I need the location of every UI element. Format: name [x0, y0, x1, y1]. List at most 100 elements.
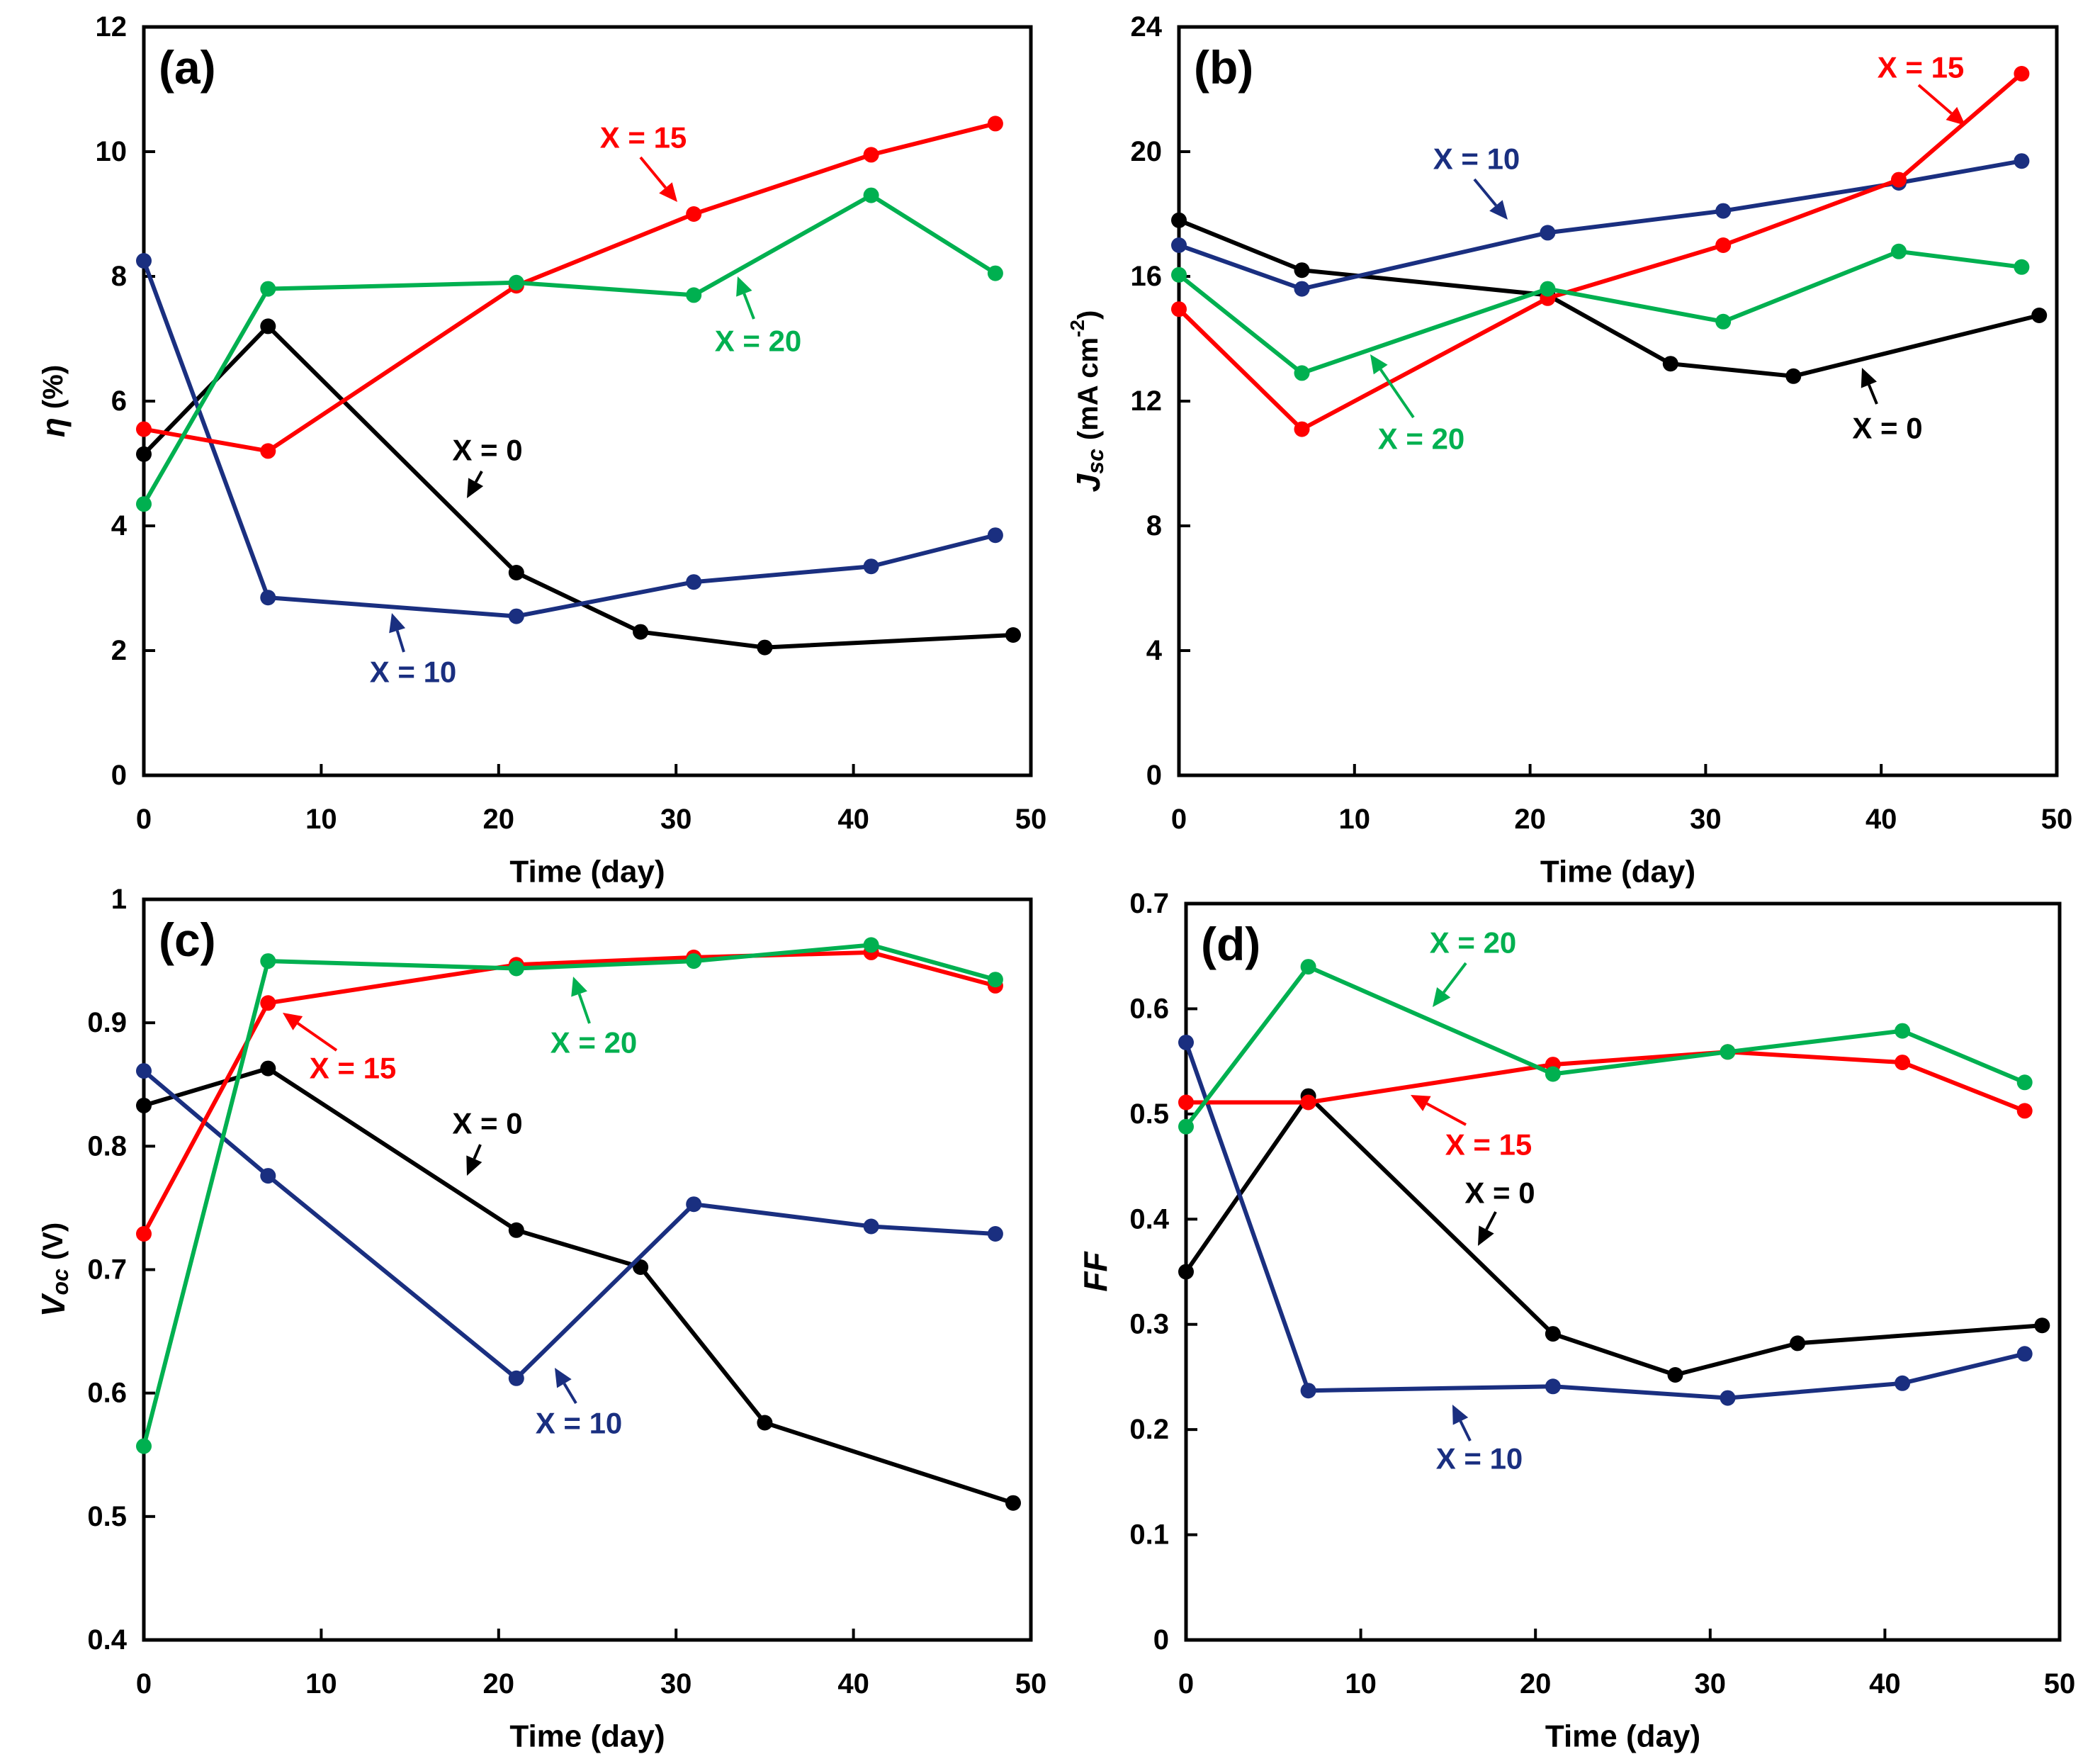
y-tick-label: 12 — [96, 11, 128, 43]
y-tick-label: 6 — [111, 386, 127, 417]
data-point-x-15 — [136, 1226, 152, 1242]
series-line-x-0 — [1178, 218, 2040, 378]
series-annotation-x-15: X = 15 — [310, 1052, 397, 1085]
y-tick-label: 8 — [1146, 510, 1162, 541]
series-line-x-10 — [1178, 159, 2022, 291]
data-point-x-15 — [686, 206, 702, 222]
data-point-x-10 — [1895, 1375, 1911, 1391]
annotation-arrow-x-0 — [1485, 1211, 1497, 1230]
arrowhead-icon — [659, 182, 677, 202]
data-point-x-20 — [1171, 266, 1187, 283]
data-point-x-10 — [136, 253, 152, 269]
series-line-x-15 — [1177, 72, 2023, 432]
data-point-x-15 — [2014, 66, 2030, 82]
data-point-x-10 — [1178, 1034, 1194, 1050]
panel-label: (c) — [159, 914, 216, 966]
data-point-x-10 — [1715, 203, 1732, 219]
series-annotation-x-0: X = 0 — [452, 434, 522, 467]
x-tick-label: 50 — [2041, 804, 2073, 835]
data-point-x-20 — [1895, 1023, 1911, 1039]
data-point-x-15 — [863, 147, 879, 163]
series-line-x-20 — [142, 193, 997, 505]
arrowhead-icon — [466, 1155, 482, 1176]
x-tick-label: 0 — [1171, 804, 1187, 835]
data-point-x-0 — [2034, 1317, 2050, 1334]
data-point-x-20 — [1891, 243, 1907, 259]
data-point-x-10 — [1171, 237, 1187, 253]
y-tick-label: 2 — [111, 635, 127, 666]
data-point-x-20 — [136, 1438, 152, 1454]
y-tick-label: 0.3 — [1129, 1309, 1169, 1340]
data-point-x-0 — [757, 1415, 773, 1431]
data-point-x-0 — [1785, 368, 1802, 384]
y-tick-label: 0.4 — [87, 1624, 127, 1656]
series-annotation-x-15: X = 15 — [1878, 51, 1965, 84]
arrowhead-icon — [1411, 1095, 1431, 1111]
y-axis-subscript: oc — [47, 1269, 73, 1296]
y-tick-label: 0.4 — [1129, 1203, 1169, 1235]
y-axis-superscript: -2 — [1066, 320, 1088, 337]
annotation-arrow-x-10 — [563, 1383, 577, 1405]
series-annotation-x-15: X = 15 — [1445, 1128, 1532, 1162]
annotation-arrow-x-15 — [639, 156, 667, 189]
y-tick-label: 12 — [1131, 386, 1163, 417]
data-point-x-15 — [260, 995, 276, 1011]
annotation-arrow-x-20 — [577, 993, 591, 1024]
panel-a: 0 2 4 6 8 10 12 0 10 20 30 40 50 Time (day) η (%) X = 0 X… — [35, 11, 1046, 889]
data-point-x-10 — [987, 1226, 1003, 1242]
y-tick-label: 0.9 — [87, 1007, 127, 1038]
data-point-x-0 — [1178, 1264, 1194, 1280]
y-axis-title: Voc (V) — [35, 1223, 73, 1317]
data-point-x-15 — [2016, 1103, 2033, 1119]
annotation-arrow-x-20 — [1379, 369, 1415, 419]
annotation-arrow-x-15 — [1426, 1102, 1467, 1126]
data-point-x-20 — [1540, 281, 1556, 297]
data-point-x-0 — [136, 446, 152, 462]
y-tick-label: 24 — [1131, 11, 1163, 43]
data-point-x-10 — [260, 590, 276, 606]
y-tick-label: 20 — [1131, 136, 1163, 167]
arrowhead-icon — [1478, 1225, 1494, 1246]
data-point-x-20 — [1545, 1066, 1561, 1082]
x-tick-label: 20 — [1514, 804, 1546, 835]
arrowhead-icon — [467, 478, 484, 498]
x-axis-title: Time (day) — [1545, 1719, 1700, 1754]
data-point-x-20 — [1720, 1044, 1736, 1060]
annotation-arrow-x-10 — [1459, 1420, 1472, 1442]
data-point-x-10 — [686, 574, 702, 590]
data-point-x-15 — [260, 443, 276, 459]
data-point-x-10 — [863, 558, 879, 575]
data-point-x-0 — [1545, 1326, 1561, 1342]
arrowhead-icon — [283, 1013, 303, 1030]
data-point-x-10 — [508, 1370, 524, 1386]
y-axis-subscript: sc — [1083, 449, 1108, 474]
series-line-x-20 — [1184, 965, 2026, 1128]
annotation-arrow-x-0 — [474, 471, 483, 483]
series-line-x-0 — [1184, 1094, 2043, 1377]
y-tick-label: 0.2 — [1129, 1414, 1169, 1445]
data-point-x-0 — [508, 565, 524, 580]
data-point-x-15 — [1300, 1094, 1316, 1111]
x-tick-label: 30 — [1690, 804, 1722, 835]
data-point-x-20 — [1300, 959, 1316, 975]
series-annotation-x-10: X = 10 — [370, 656, 457, 689]
data-point-x-0 — [1662, 356, 1678, 372]
data-point-x-20 — [136, 496, 152, 512]
y-tick-label: 0.5 — [87, 1501, 127, 1532]
series-annotation-x-0: X = 0 — [1852, 412, 1922, 445]
data-point-x-0 — [136, 1097, 152, 1113]
series-annotation-x-15: X = 15 — [600, 121, 687, 154]
y-axis-unit-close: ) — [1073, 310, 1104, 320]
x-tick-label: 40 — [837, 1668, 869, 1699]
series-line-x-10 — [142, 259, 996, 619]
series-line-x-10 — [1184, 1041, 2026, 1400]
data-point-x-15 — [1895, 1055, 1911, 1071]
annotation-arrow-x-15 — [297, 1022, 338, 1052]
series-annotation-x-10: X = 10 — [1433, 142, 1520, 176]
data-point-x-0 — [1005, 1495, 1021, 1511]
annotation-arrow-x-20 — [743, 293, 755, 320]
data-point-x-20 — [686, 953, 702, 970]
data-point-x-0 — [1790, 1335, 1806, 1351]
data-point-x-10 — [2016, 1346, 2033, 1362]
data-point-x-20 — [1294, 365, 1310, 381]
